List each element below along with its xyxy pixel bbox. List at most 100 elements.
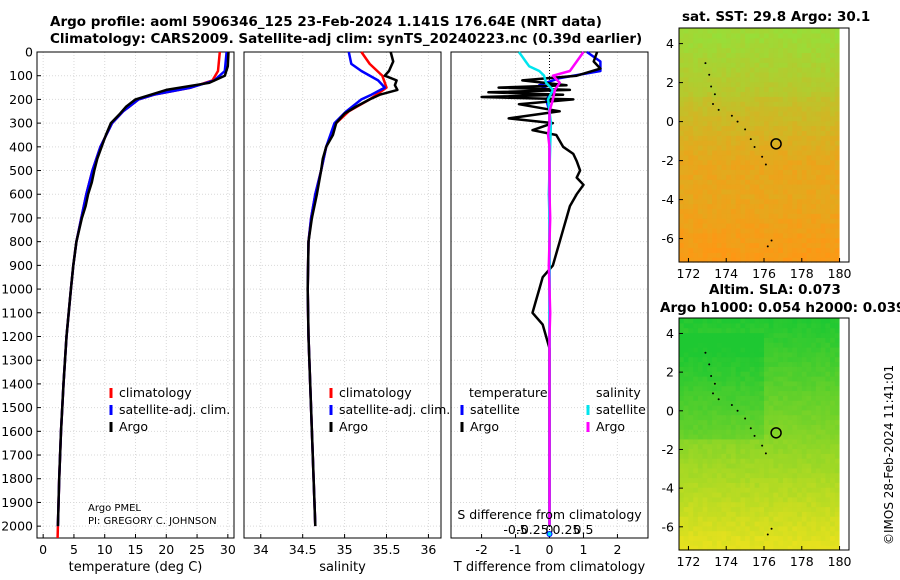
sla-map-cell — [811, 380, 817, 387]
sst-map-cell — [679, 96, 685, 102]
sla-map-cell — [721, 385, 727, 392]
sst-map-cell — [782, 159, 789, 166]
sst-map-cell — [726, 227, 732, 234]
sla-map-cell — [773, 487, 779, 493]
sst-map-cell — [702, 237, 708, 244]
sst-map-cell — [834, 81, 841, 88]
sst-map-cell — [735, 81, 741, 88]
sst-map-cell — [773, 242, 779, 248]
sst-map-cell — [792, 252, 798, 258]
sla-map-cell — [749, 322, 756, 329]
sla-map-cell — [688, 448, 694, 454]
sst-map-cell — [683, 193, 689, 200]
sla-map-cell — [787, 395, 793, 401]
sst-map-cell — [726, 257, 732, 263]
sst-map-cell — [726, 110, 732, 117]
sla-map-cell — [834, 409, 841, 416]
sla-map-cell — [683, 506, 689, 512]
sst-map-cell — [712, 247, 718, 253]
sst-map-cell — [730, 47, 737, 53]
sla-map-cell — [749, 356, 756, 363]
sst-map-cell — [697, 47, 704, 53]
sla-map-cell — [693, 400, 699, 406]
sst-map-cell — [830, 159, 836, 166]
sla-map-cell — [697, 385, 704, 392]
sla-map-cell — [764, 332, 770, 338]
sst-map-cell — [721, 247, 727, 253]
sla-map-cell — [759, 501, 765, 508]
sst-map-cell — [754, 232, 760, 239]
sla-map-cell — [778, 448, 784, 454]
sst-map-cell — [712, 120, 718, 127]
sst-map-cell — [759, 140, 765, 146]
sst-map-cell — [740, 96, 746, 102]
sla-map-cell — [749, 525, 756, 532]
sst-map-cell — [697, 159, 704, 166]
sst-map-cell — [773, 52, 779, 58]
sla-map-cell — [707, 525, 713, 532]
sla-map-cell — [726, 332, 732, 338]
sst-map-cell — [749, 154, 756, 161]
sst-map-cell — [735, 164, 741, 170]
sst-map-cell — [787, 62, 793, 68]
sla-map-cell — [688, 453, 694, 459]
sst-map-cell — [820, 159, 826, 166]
sla-map-cell — [697, 506, 704, 512]
sst-map-cell — [773, 257, 779, 263]
sla-map-cell — [815, 332, 822, 338]
sla-map-cell — [740, 501, 746, 508]
sst-map-cell — [787, 76, 793, 83]
sst-map-cell — [688, 247, 694, 253]
sla-map-cell — [801, 380, 808, 387]
sst-map-nodata — [839, 28, 849, 262]
sla-map-cell — [749, 511, 756, 517]
sst-map-cell — [773, 135, 779, 141]
sla-map-cell — [820, 492, 826, 498]
sst-map-cell — [768, 159, 774, 166]
sla-map-cell — [811, 351, 817, 358]
sla-map-cell — [834, 467, 841, 474]
sst-map-cell — [745, 223, 751, 229]
sla-map-cell — [726, 477, 732, 483]
sla-map-cell — [801, 429, 808, 435]
sst-map-cell — [712, 32, 718, 39]
sst-map-cell — [834, 188, 841, 195]
sla-map-cell — [693, 356, 699, 363]
sst-map-cell — [716, 101, 723, 107]
sla-map-cell — [834, 540, 841, 546]
sst-map-cell — [787, 213, 793, 219]
sla-map-cell — [712, 511, 718, 517]
sst-map-cell — [726, 154, 732, 161]
sla-map-cell — [792, 419, 798, 425]
sst-map-cell — [688, 164, 694, 170]
sla-map-cell — [754, 458, 760, 464]
sla-map-cell — [721, 463, 727, 469]
sla-map-cell — [730, 424, 737, 430]
sst-map-cell — [825, 232, 831, 239]
sla-map-track-point — [704, 351, 707, 354]
sla-map-cell — [730, 472, 737, 479]
sla-map-cell — [825, 453, 831, 459]
sla-map-cell — [830, 429, 836, 435]
sst-map-cell — [811, 101, 817, 107]
sst-map-cell — [801, 115, 808, 122]
sla-map-cell — [773, 516, 779, 522]
sla-map-cell — [716, 511, 723, 517]
sla-map-cell — [707, 530, 713, 537]
sla-map-cell — [712, 351, 718, 358]
sla-map-cell — [693, 511, 699, 517]
sst-map-cell — [773, 227, 779, 234]
sst-map-cell — [740, 223, 746, 229]
sla-map-cell — [683, 322, 689, 329]
sla-map-cell — [702, 424, 708, 430]
sst-map-cell — [707, 169, 713, 175]
diff-s-tick-label: 0.25 — [553, 522, 581, 537]
sla-map-cell — [716, 448, 723, 454]
sla-map-cell — [825, 414, 831, 421]
sla-map-cell — [712, 448, 718, 454]
sla-map-cell — [792, 376, 798, 382]
sla-map-cell — [735, 453, 741, 459]
sst-map-cell — [825, 145, 831, 151]
sst-map-cell — [754, 257, 760, 263]
sla-map-cell — [716, 405, 723, 411]
